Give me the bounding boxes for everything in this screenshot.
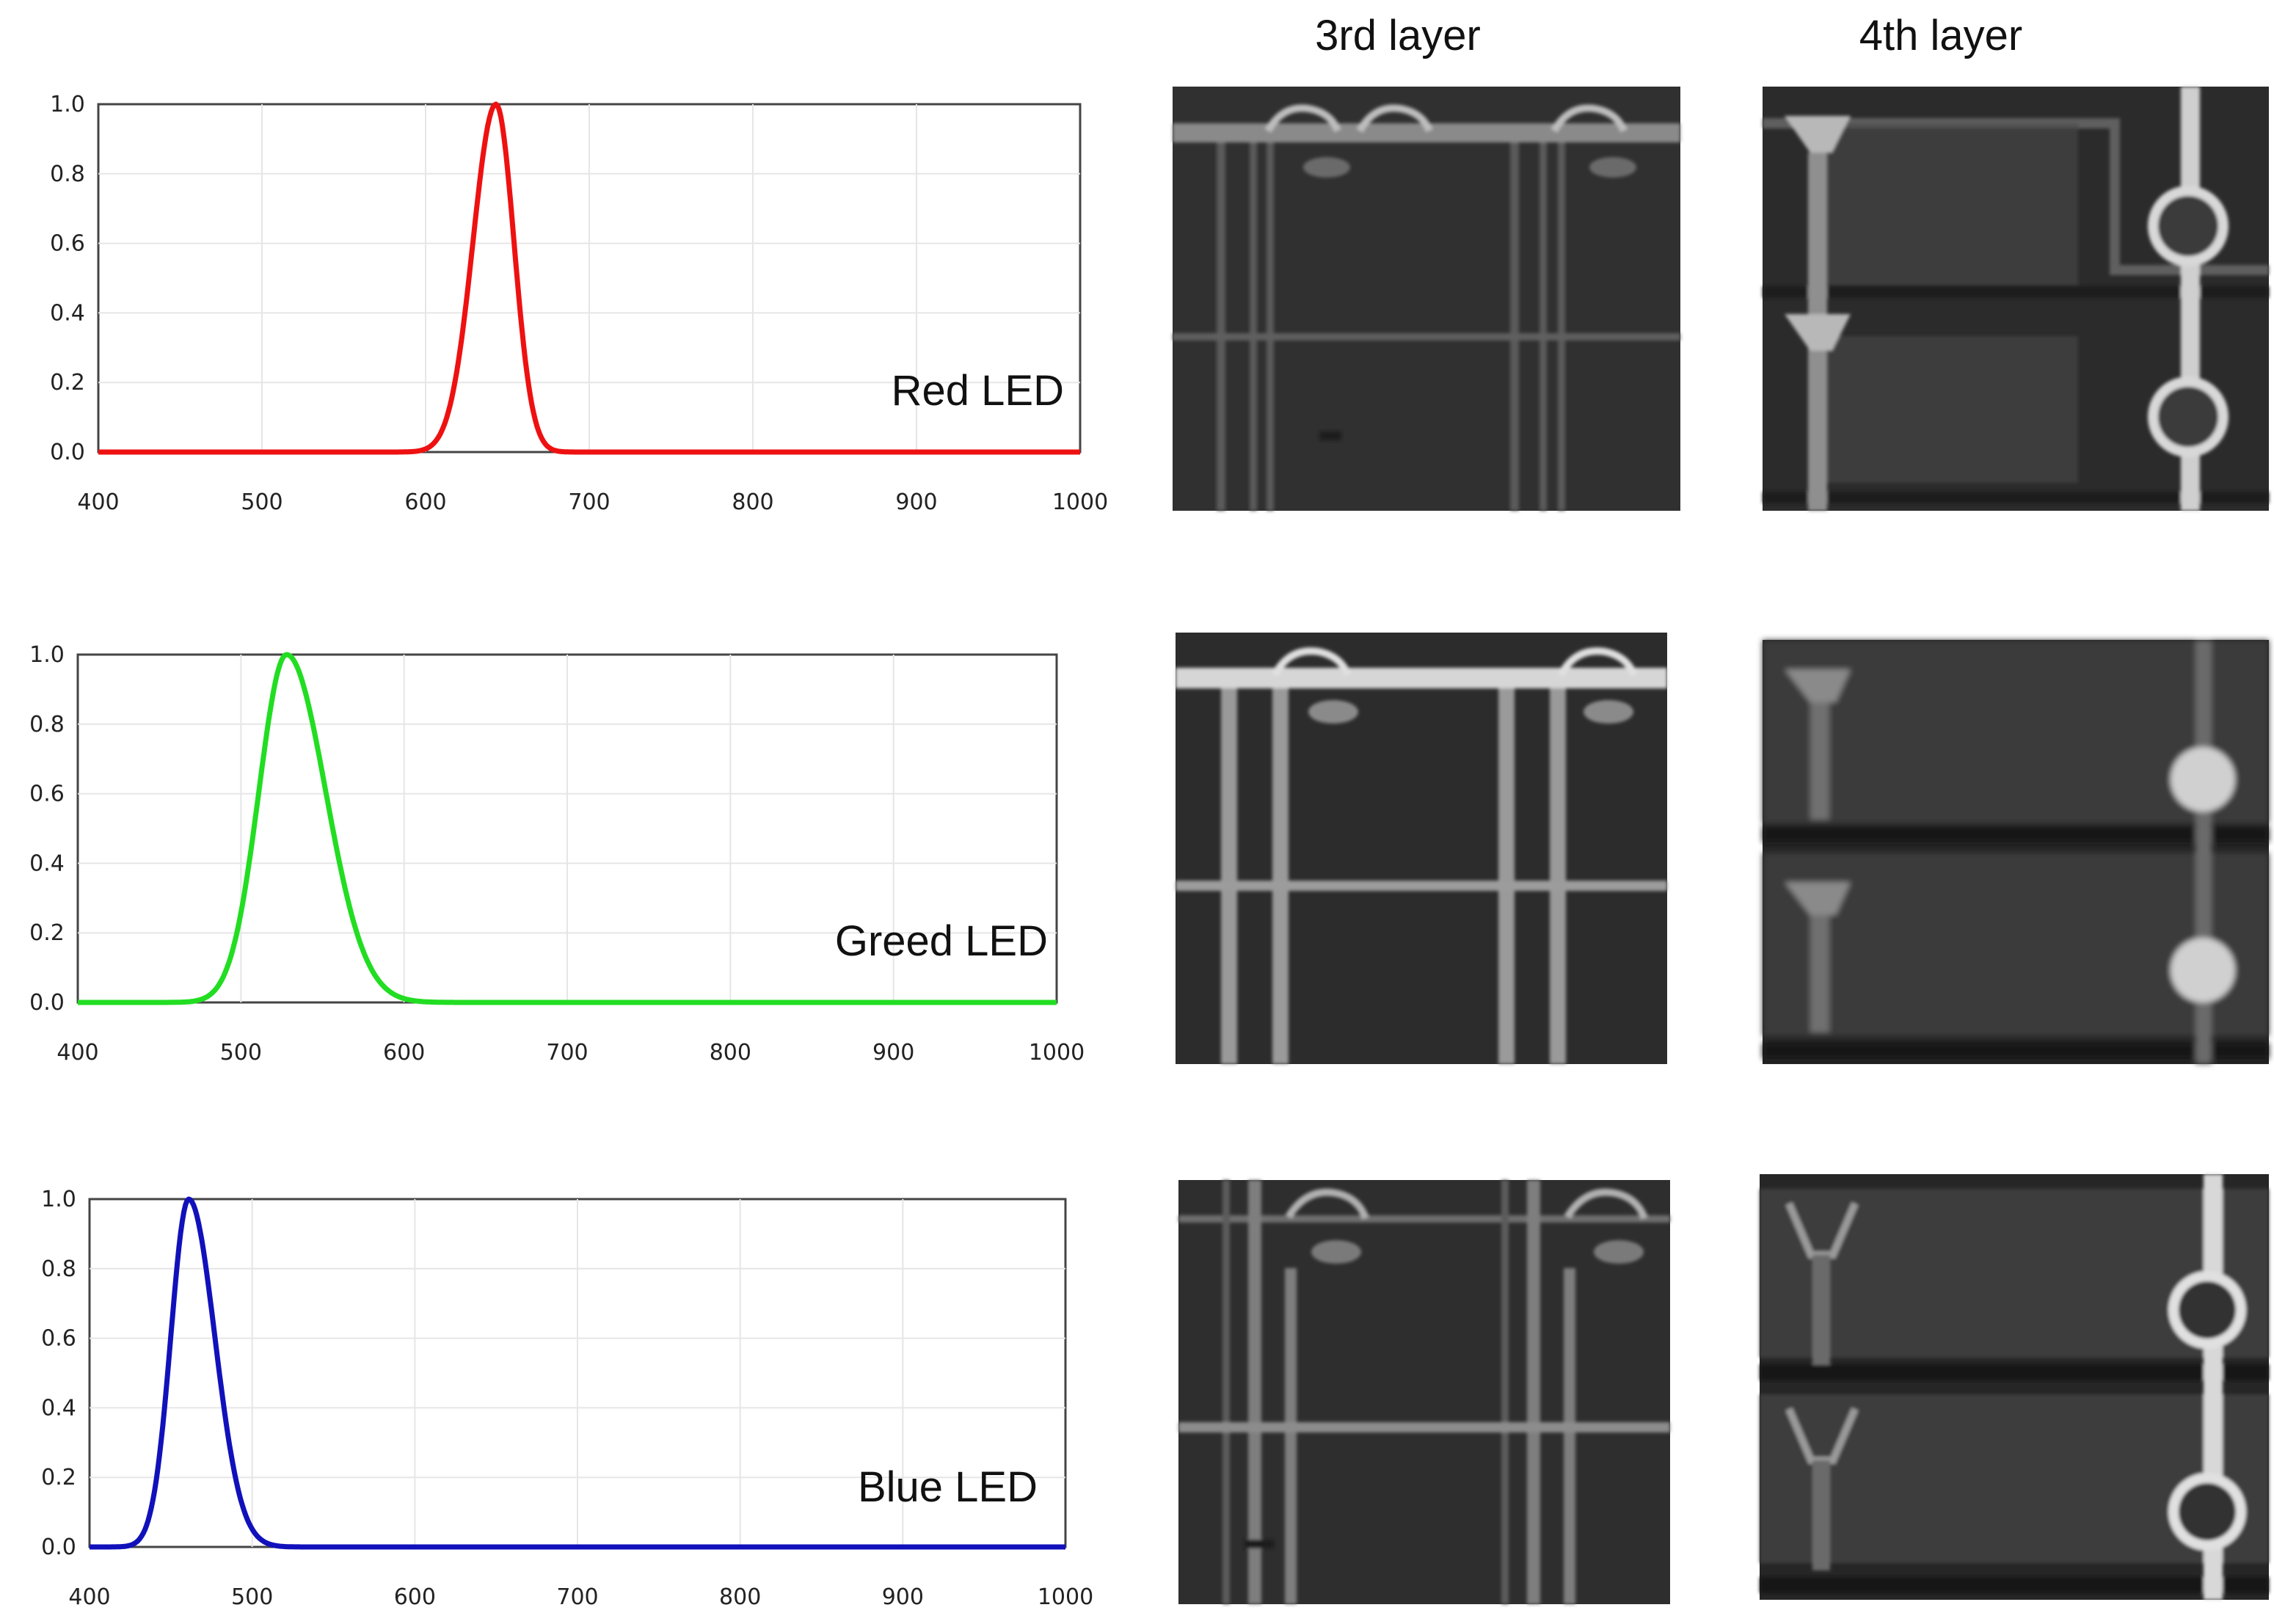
x-tick-label: 400 [57, 1040, 98, 1066]
x-tick-label: 900 [872, 1040, 914, 1066]
chart-blue-led: 400 500 600 700 800 900 1000 0.0 0.2 0.4 0.6 0.8 1.0… [41, 1187, 1093, 1610]
y-tick-label: 0.0 [50, 440, 85, 465]
x-tick-label: 600 [404, 489, 446, 515]
chart-red-led: 400 500 600 700 800 900 1000 0.0 0.2 0.4 0.6 0.8 1.0… [50, 92, 1108, 515]
y-tick-label: 0.0 [29, 990, 65, 1016]
chart-green-led: 400 500 600 700 800 900 1000 0.0 0.2 0.4 0.6 0.8 1.0… [29, 642, 1085, 1066]
micrograph-4th-layer-blue [1760, 1174, 2269, 1600]
series-line [76, 652, 1058, 1005]
micrograph-3rd-layer-green [1176, 633, 1667, 1064]
y-tick-label: 0.8 [41, 1256, 76, 1282]
header-3rd-layer: 3rd layer [1315, 12, 1481, 59]
micrograph-4th-layer-green [1763, 640, 2269, 1064]
x-tick-label: 1000 [1029, 1040, 1085, 1066]
y-tick-label: 0.6 [41, 1326, 76, 1352]
y-tick-label: 0.0 [41, 1534, 76, 1560]
x-tick-label: 800 [732, 489, 773, 515]
y-tick-label: 0.2 [50, 370, 85, 396]
y-tick-label: 0.2 [29, 920, 65, 946]
x-tick-label: 700 [546, 1040, 588, 1066]
micrograph-3rd-layer-blue [1178, 1180, 1670, 1604]
y-tick-label: 1.0 [50, 92, 85, 117]
series-line [88, 1196, 1067, 1550]
x-tick-label: 600 [394, 1584, 436, 1610]
x-tick-label: 800 [719, 1584, 761, 1610]
y-tick-label: 0.4 [41, 1395, 76, 1421]
x-tick-label: 1000 [1052, 489, 1108, 515]
y-tick-label: 0.6 [29, 782, 65, 807]
x-tick-label: 400 [77, 489, 119, 515]
x-tick-label: 400 [68, 1584, 110, 1610]
x-tick-label: 900 [882, 1584, 924, 1610]
x-tick-label: 1000 [1038, 1584, 1093, 1610]
x-tick-label: 900 [895, 489, 937, 515]
micrograph-4th-layer-red [1763, 87, 2269, 511]
y-tick-label: 0.4 [29, 851, 65, 876]
y-tick-label: 1.0 [41, 1187, 76, 1212]
x-tick-label: 700 [556, 1584, 598, 1610]
x-tick-label: 600 [383, 1040, 425, 1066]
series-label: Greed LED [835, 917, 1048, 965]
series-line [97, 101, 1082, 455]
x-tick-label: 800 [710, 1040, 751, 1066]
y-tick-label: 0.8 [29, 712, 65, 738]
x-tick-label: 500 [231, 1584, 273, 1610]
series-label: Blue LED [858, 1463, 1038, 1511]
x-tick-label: 500 [220, 1040, 262, 1066]
y-tick-label: 1.0 [29, 642, 65, 668]
y-tick-label: 0.6 [50, 231, 85, 257]
x-tick-label: 500 [241, 489, 283, 515]
micrograph-3rd-layer-red [1173, 87, 1680, 511]
y-tick-label: 0.4 [50, 300, 85, 326]
y-tick-label: 0.2 [41, 1465, 76, 1490]
x-tick-label: 700 [568, 489, 610, 515]
series-label: Red LED [892, 367, 1064, 415]
header-4th-layer: 4th layer [1859, 12, 2022, 59]
y-tick-label: 0.8 [50, 161, 85, 187]
